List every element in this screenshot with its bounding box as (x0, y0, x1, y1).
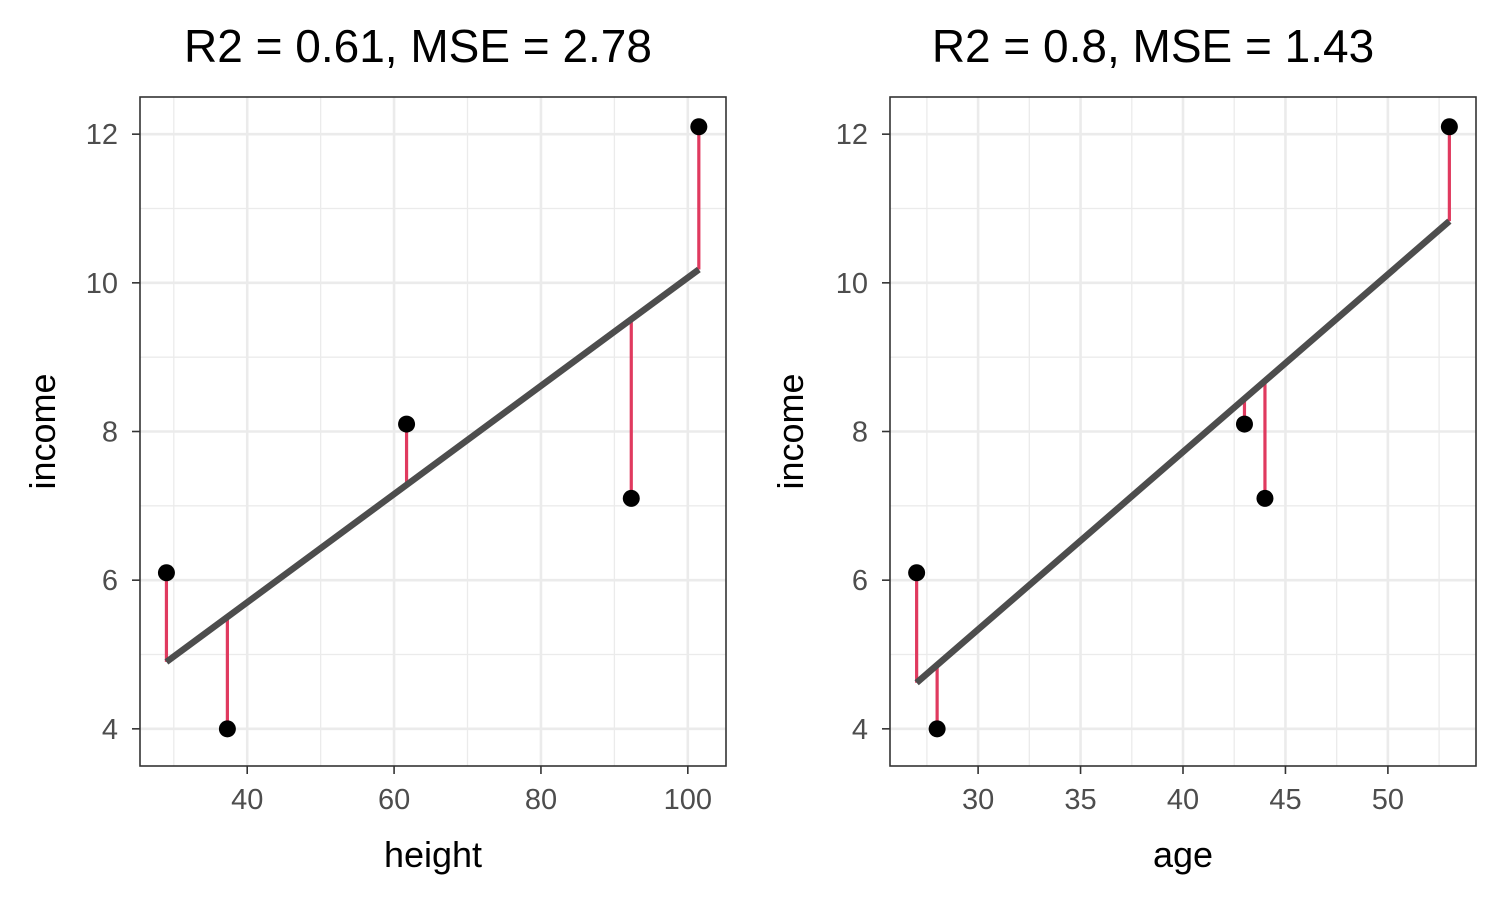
data-point (1256, 489, 1274, 507)
y-tick-label: 6 (852, 565, 868, 597)
data-point (1440, 118, 1458, 136)
y-tick-label: 4 (102, 714, 118, 746)
x-tick-label: 50 (1372, 784, 1404, 816)
data-point (218, 720, 236, 738)
y-tick-label: 8 (852, 417, 868, 449)
data-point (398, 415, 416, 433)
y-tick-label: 10 (836, 268, 868, 300)
x-axis-label: height (384, 834, 482, 875)
data-point (622, 489, 640, 507)
regression-line (914, 218, 1452, 686)
y-axis-label: income (22, 373, 63, 489)
data-point (157, 564, 175, 582)
x-tick-label: 100 (664, 784, 712, 816)
y-tick-label: 6 (102, 565, 118, 597)
chart-title: R2 = 0.61, MSE = 2.78 (184, 20, 652, 72)
data-point (1235, 415, 1253, 433)
y-tick-label: 12 (836, 119, 868, 151)
data-point (690, 118, 708, 136)
x-tick-label: 40 (1167, 784, 1199, 816)
chart-title: R2 = 0.8, MSE = 1.43 (932, 20, 1374, 72)
data-point (908, 564, 926, 582)
y-tick-label: 8 (102, 417, 118, 449)
regression-line (164, 266, 701, 665)
y-tick-label: 4 (852, 714, 868, 746)
data-point (928, 720, 946, 738)
x-tick-label: 35 (1064, 784, 1096, 816)
x-tick-label: 60 (378, 784, 410, 816)
panel-height-income: R2 = 0.61, MSE = 2.78 40 60 80 100 4 6 8 10 12 hei… (22, 20, 727, 875)
x-axis-label: age (1153, 834, 1213, 875)
x-tick-label: 45 (1269, 784, 1301, 816)
x-tick-label: 40 (231, 784, 263, 816)
x-tick-label: 80 (525, 784, 557, 816)
x-tick-label: 30 (962, 784, 994, 816)
y-tick-label: 10 (86, 268, 118, 300)
y-axis-label: income (770, 373, 811, 489)
y-tick-label: 12 (86, 119, 118, 151)
panel-age-income: R2 = 0.8, MSE = 1.43 30 35 40 45 50 4 6 8 10 12 age… (770, 20, 1477, 875)
